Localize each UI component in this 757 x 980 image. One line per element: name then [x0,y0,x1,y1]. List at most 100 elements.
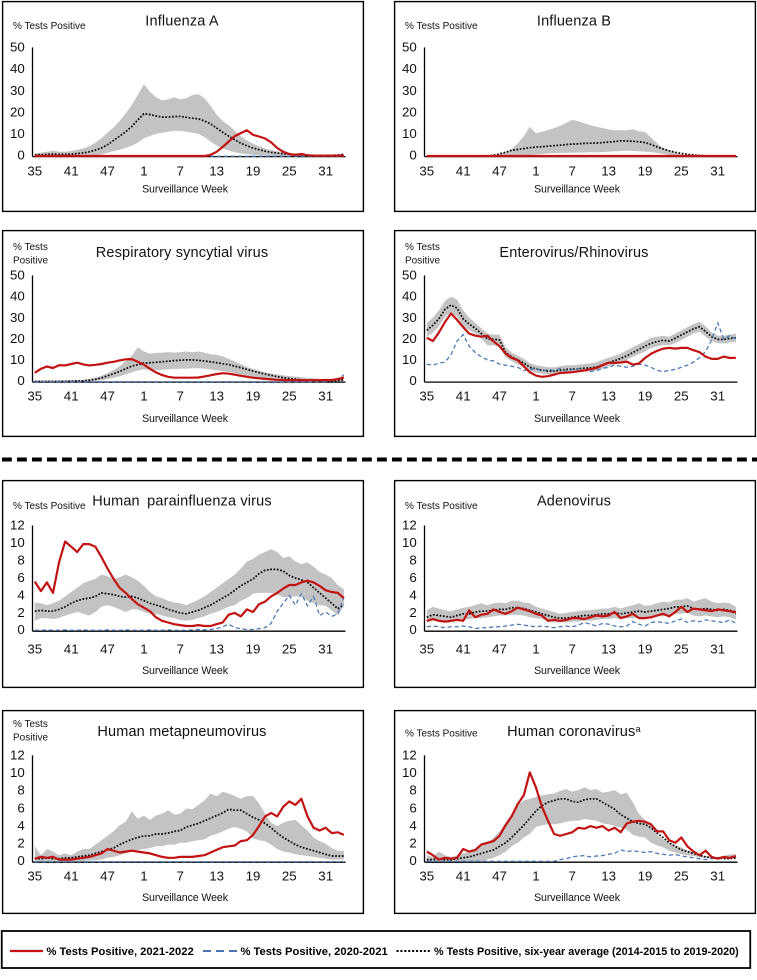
svg-text:47: 47 [100,164,115,179]
svg-text:50: 50 [10,40,25,55]
svg-text:19: 19 [638,164,653,179]
svg-text:41: 41 [64,869,79,884]
svg-text:1: 1 [140,869,147,884]
svg-text:50: 50 [402,268,417,283]
svg-text:13: 13 [601,642,616,657]
svg-text:2: 2 [17,836,24,851]
svg-text:13: 13 [601,164,616,179]
svg-text:Adenovirus: Adenovirus [537,494,611,510]
svg-text:20: 20 [10,104,25,119]
svg-text:7: 7 [176,389,183,404]
svg-text:47: 47 [492,389,507,404]
svg-text:Positive: Positive [13,733,48,744]
svg-text:6: 6 [17,570,24,585]
svg-text:13: 13 [209,869,224,884]
svg-text:% Tests Positive, six-year ave: % Tests Positive, six-year average (2014… [434,946,739,958]
svg-text:47: 47 [492,164,507,179]
svg-text:Human metapneumovirus: Human metapneumovirus [97,724,266,740]
svg-text:41: 41 [456,164,471,179]
svg-text:10: 10 [402,352,417,367]
svg-text:25: 25 [282,642,297,657]
svg-text:6: 6 [409,570,416,585]
svg-text:13: 13 [209,642,224,657]
svg-text:10: 10 [10,535,25,550]
svg-text:19: 19 [638,642,653,657]
svg-text:% Tests: % Tests [13,242,48,253]
svg-text:13: 13 [601,869,616,884]
svg-text:12: 12 [10,518,25,533]
svg-text:% Tests: % Tests [405,242,440,253]
svg-text:25: 25 [674,389,689,404]
svg-text:% Tests: % Tests [13,719,48,730]
svg-text:31: 31 [318,389,333,404]
svg-text:41: 41 [64,642,79,657]
svg-text:47: 47 [492,642,507,657]
svg-text:4: 4 [409,818,416,833]
svg-text:47: 47 [492,869,507,884]
svg-text:Surveillance Week: Surveillance Week [142,665,229,677]
svg-text:25: 25 [674,164,689,179]
svg-text:35: 35 [27,389,42,404]
svg-text:Enterovirus/Rhinovirus: Enterovirus/Rhinovirus [499,245,648,261]
svg-text:Surveillance Week: Surveillance Week [534,665,621,677]
svg-text:12: 12 [402,518,417,533]
svg-text:Human parainfluenza virus: Human parainfluenza virus [92,494,271,510]
svg-text:40: 40 [402,61,417,76]
svg-text:1: 1 [532,869,539,884]
svg-text:25: 25 [282,869,297,884]
svg-text:10: 10 [402,535,417,550]
svg-text:2: 2 [409,605,416,620]
svg-text:7: 7 [176,642,183,657]
svg-text:41: 41 [456,389,471,404]
svg-text:13: 13 [601,389,616,404]
svg-text:% Tests Positive, 2021-2022: % Tests Positive, 2021-2022 [47,946,194,958]
svg-text:30: 30 [10,310,25,325]
svg-text:10: 10 [10,765,25,780]
svg-text:1: 1 [532,164,539,179]
svg-text:Respiratory syncytial virus: Respiratory syncytial virus [96,245,268,261]
svg-text:30: 30 [402,310,417,325]
svg-text:19: 19 [246,642,261,657]
svg-text:4: 4 [17,587,24,602]
svg-text:35: 35 [419,869,434,884]
svg-text:Surveillance Week: Surveillance Week [534,413,621,425]
svg-text:1: 1 [140,642,147,657]
svg-text:0: 0 [409,853,416,868]
svg-text:0: 0 [409,373,416,388]
svg-text:0: 0 [17,373,24,388]
svg-text:0: 0 [17,622,24,637]
svg-text:% Tests Positive: % Tests Positive [405,729,478,740]
svg-text:31: 31 [318,869,333,884]
svg-text:0: 0 [409,148,416,163]
svg-text:8: 8 [17,553,24,568]
svg-text:47: 47 [100,389,115,404]
svg-text:31: 31 [710,642,725,657]
svg-text:8: 8 [409,783,416,798]
svg-text:30: 30 [402,83,417,98]
svg-text:Surveillance Week: Surveillance Week [534,892,621,904]
svg-text:1: 1 [532,642,539,657]
svg-text:% Tests Positive: % Tests Positive [13,501,86,512]
svg-text:40: 40 [10,289,25,304]
svg-text:8: 8 [409,553,416,568]
svg-text:% Tests Positive: % Tests Positive [13,21,86,32]
svg-text:% Tests Positive, 2020-2021: % Tests Positive, 2020-2021 [241,946,388,958]
svg-text:4: 4 [409,587,416,602]
svg-text:19: 19 [246,389,261,404]
svg-text:7: 7 [568,642,575,657]
svg-text:10: 10 [10,352,25,367]
svg-text:12: 12 [402,748,417,763]
svg-text:1: 1 [532,389,539,404]
svg-text:25: 25 [674,869,689,884]
svg-text:35: 35 [27,869,42,884]
svg-text:1: 1 [140,389,147,404]
svg-text:Surveillance Week: Surveillance Week [534,184,621,196]
svg-text:47: 47 [100,642,115,657]
svg-text:35: 35 [27,164,42,179]
svg-text:40: 40 [10,61,25,76]
svg-text:31: 31 [710,389,725,404]
svg-text:20: 20 [402,331,417,346]
svg-text:35: 35 [419,164,434,179]
svg-text:31: 31 [710,869,725,884]
svg-text:25: 25 [674,642,689,657]
